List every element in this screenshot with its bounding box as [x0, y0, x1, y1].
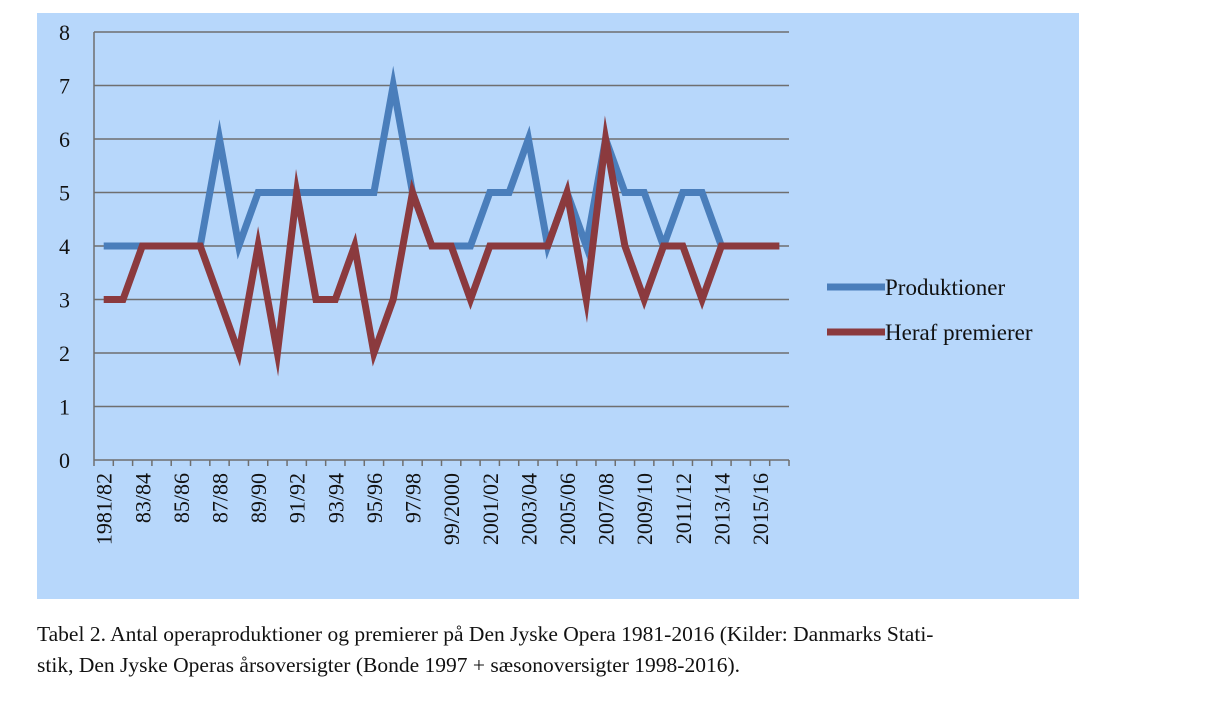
x-tick-label: 95/96 [362, 473, 387, 523]
x-tick-label: 2005/06 [555, 473, 580, 545]
y-tick-label: 3 [59, 288, 70, 313]
y-tick-label: 2 [59, 341, 70, 366]
x-tick-label: 83/84 [130, 473, 155, 523]
legend-label: Produktioner [885, 275, 1005, 300]
x-tick-label: 91/92 [285, 473, 310, 523]
line-chart: 0 1 2 3 4 5 6 7 8 1981/82 83/84 85/86 87/88 89/90 91/9… [59, 20, 1033, 545]
x-tick-label: 97/98 [401, 473, 426, 523]
x-tick-label: 2011/12 [671, 473, 696, 544]
y-tick-label: 8 [59, 20, 70, 45]
x-tick-label: 2001/02 [478, 473, 503, 545]
x-tick-label: 2013/14 [709, 473, 734, 545]
y-tick-label: 1 [59, 395, 70, 420]
x-tick-label: 2015/16 [748, 473, 773, 545]
x-tick-label: 85/86 [169, 473, 194, 523]
x-tick-label: 2007/08 [594, 473, 619, 545]
x-tick-label: 93/94 [323, 473, 348, 523]
x-tick-label: 87/88 [207, 473, 232, 523]
x-tick-label: 2003/04 [516, 473, 541, 545]
series-line-produktioner [103, 65, 780, 260]
chart-panel: 0 1 2 3 4 5 6 7 8 1981/82 83/84 85/86 87/88 89/90 91/9… [37, 13, 1079, 599]
x-tick-label: 89/90 [246, 473, 271, 523]
x-tick-label: 99/2000 [439, 473, 464, 545]
legend-label: Heraf premierer [885, 320, 1033, 345]
y-tick-label: 6 [59, 127, 70, 152]
y-tick-label: 4 [59, 234, 70, 259]
figure-caption: Tabel 2. Antal operaproduktioner og prem… [37, 619, 1167, 681]
series-line-premierer [103, 115, 780, 377]
x-tick-label: 2009/10 [632, 473, 657, 545]
caption-line-1: Tabel 2. Antal operaproduktioner og prem… [37, 622, 934, 646]
y-tick-label: 0 [59, 448, 70, 473]
y-tick-label: 7 [59, 74, 70, 99]
x-tick-label: 1981/82 [92, 473, 117, 545]
y-tick-label: 5 [59, 181, 70, 206]
caption-line-2: stik, Den Jyske Operas årsoversigter (Bo… [37, 653, 740, 677]
